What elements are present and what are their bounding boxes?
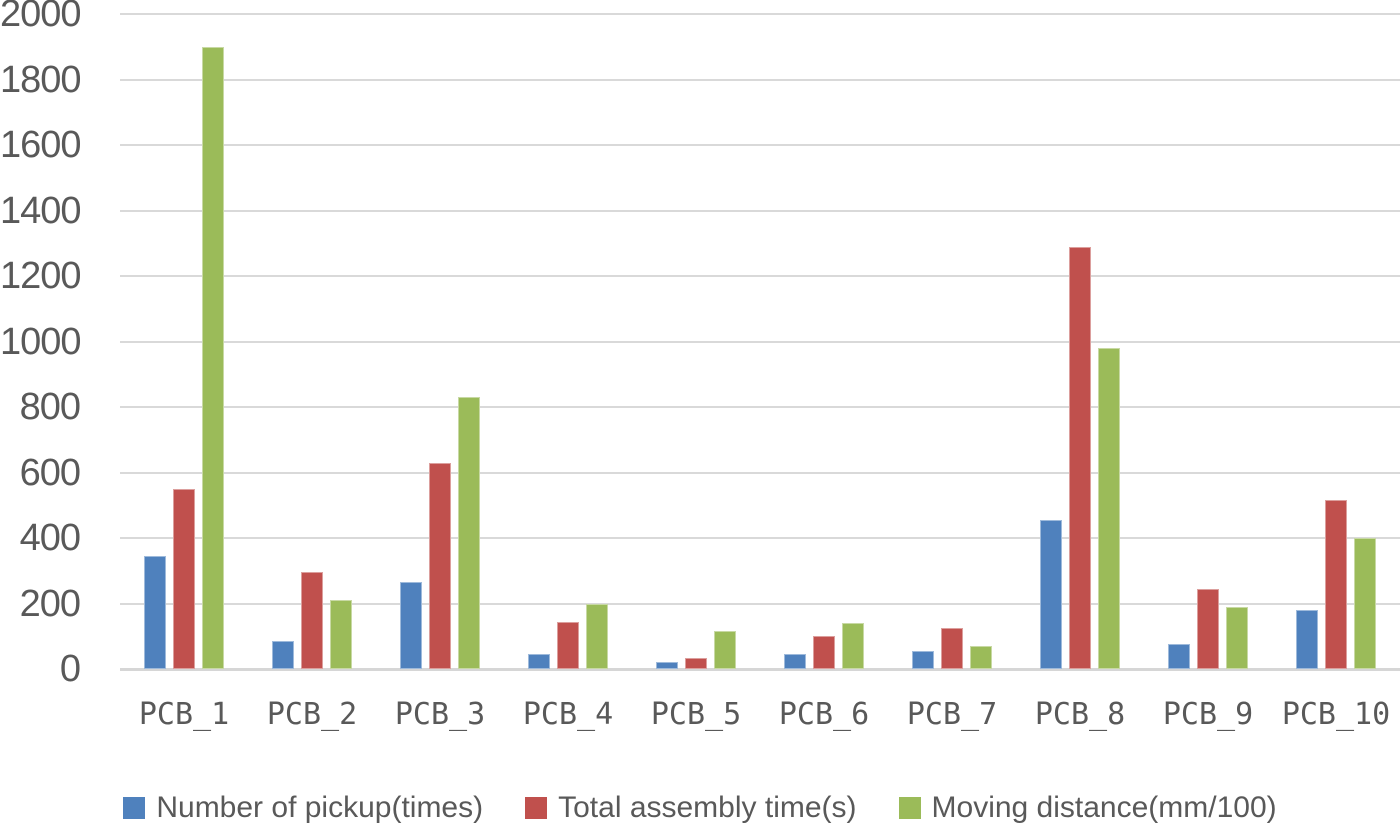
gridline-400 [120, 537, 1400, 539]
x-tick-label-PCB_6: PCB_6 [778, 697, 870, 732]
gridline-1000 [120, 340, 1400, 343]
gridline-1600 [120, 144, 1400, 146]
legend-item-1: Number of pickup(times) [123, 791, 483, 825]
bar-series1-PCB_10 [1296, 610, 1318, 669]
y-tick-label-1400: 1400 [0, 189, 82, 232]
legend-item-3: Moving distance(mm/100) [898, 791, 1277, 825]
legend-label: Number of pickup(times) [156, 791, 484, 824]
bar-series2-PCB_8 [1069, 246, 1091, 669]
y-tick-label-800: 800 [19, 386, 81, 428]
gridline-2000 [120, 13, 1400, 15]
x-tick-label-PCB_4: PCB_4 [522, 697, 614, 732]
bar-series3-PCB_2 [330, 600, 352, 669]
y-tick-label-400: 400 [19, 517, 81, 559]
x-axis-line [120, 668, 1400, 671]
x-tick-label-PCB_7: PCB_7 [906, 697, 998, 732]
legend-label: Moving distance(mm/100) [931, 791, 1277, 824]
bar-series2-PCB_9 [1197, 588, 1219, 669]
bar-series3-PCB_8 [1098, 348, 1120, 669]
bar-series3-PCB_5 [714, 631, 736, 669]
bar-series1-PCB_4 [528, 654, 550, 669]
gridline-800 [120, 406, 1400, 408]
bar-series3-PCB_4 [586, 603, 608, 669]
bar-series3-PCB_6 [842, 623, 864, 669]
bar-series2-PCB_2 [301, 572, 323, 669]
x-tick-label-PCB_10: PCB_10 [1281, 697, 1391, 732]
y-tick-label-1800: 1800 [0, 58, 82, 101]
x-tick-label-PCB_5: PCB_5 [650, 697, 742, 732]
x-tick-label-PCB_1: PCB_1 [138, 697, 230, 732]
legend-swatch-icon [898, 797, 921, 819]
y-tick-label-1200: 1200 [0, 255, 82, 297]
gridline-600 [120, 471, 1400, 474]
bar-series2-PCB_3 [429, 462, 451, 669]
legend-label: Total assembly time(s) [558, 791, 857, 824]
bar-series3-PCB_10 [1354, 538, 1376, 669]
y-tick-label-1600: 1600 [0, 124, 82, 166]
bar-series1-PCB_8 [1040, 519, 1062, 669]
bar-series2-PCB_7 [941, 628, 963, 669]
bar-series2-PCB_1 [173, 488, 195, 669]
gridline-200 [120, 602, 1400, 605]
bar-series3-PCB_1 [202, 46, 224, 669]
legend-swatch-icon [123, 797, 146, 819]
x-tick-label-PCB_8: PCB_8 [1034, 697, 1126, 732]
legend-swatch-icon [525, 797, 548, 819]
y-tick-label-2000: 2000 [0, 0, 82, 35]
gridline-1800 [120, 78, 1400, 81]
bar-series1-PCB_2 [272, 641, 294, 669]
bar-series2-PCB_5 [685, 657, 707, 669]
y-tick-label-1000: 1000 [0, 320, 82, 363]
bar-series3-PCB_3 [458, 397, 480, 669]
y-tick-label-0: 0 [59, 648, 81, 690]
bar-series2-PCB_10 [1325, 500, 1347, 669]
bar-series1-PCB_7 [912, 650, 934, 669]
x-tick-label-PCB_2: PCB_2 [266, 697, 358, 732]
y-tick-label-200: 200 [19, 582, 81, 625]
chart-legend: Number of pickup(times) Total assembly ti… [0, 788, 1400, 828]
bar-series1-PCB_9 [1168, 644, 1190, 669]
bar-series1-PCB_5 [656, 662, 678, 669]
x-tick-label-PCB_9: PCB_9 [1162, 697, 1254, 732]
x-tick-label-PCB_3: PCB_3 [394, 697, 486, 732]
bar-series2-PCB_6 [813, 636, 835, 669]
y-tick-label-600: 600 [19, 451, 81, 494]
gridline-1200 [120, 275, 1400, 277]
gridline-1400 [120, 209, 1400, 212]
bar-series3-PCB_9 [1226, 606, 1248, 669]
bar-series1-PCB_1 [144, 556, 166, 669]
bar-series1-PCB_3 [400, 582, 422, 669]
bar-series3-PCB_7 [970, 646, 992, 669]
bar-series1-PCB_6 [784, 654, 806, 669]
legend-item-2: Total assembly time(s) [525, 791, 857, 825]
bar-series2-PCB_4 [557, 621, 579, 669]
